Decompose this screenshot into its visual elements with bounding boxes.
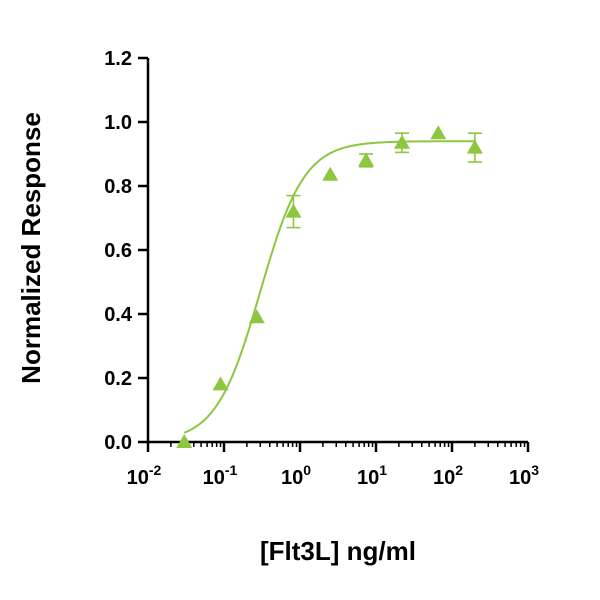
data-point bbox=[285, 203, 302, 218]
data-point bbox=[176, 434, 193, 448]
x-tick-label: 102 bbox=[433, 462, 463, 489]
x-tick-label: 10-2 bbox=[127, 462, 162, 489]
y-tick-label: 1.0 bbox=[104, 112, 132, 134]
y-axis-title: Normalized Response bbox=[16, 112, 46, 384]
fit-curve bbox=[183, 140, 475, 434]
y-tick-label: 0.8 bbox=[104, 176, 132, 198]
y-tick-label: 0.6 bbox=[104, 240, 132, 262]
x-axis-ticks: 10-2 10-1 100 101 102 103 bbox=[127, 442, 539, 489]
data-point bbox=[358, 152, 375, 167]
x-tick-label: 103 bbox=[509, 462, 539, 489]
data-point bbox=[466, 139, 483, 154]
x-axis-title: [Flt3L] ng/ml bbox=[260, 536, 416, 566]
data-point bbox=[322, 166, 339, 181]
data-point bbox=[394, 134, 411, 149]
data-point bbox=[248, 309, 265, 324]
axes bbox=[146, 58, 528, 444]
y-tick-label: 0.2 bbox=[104, 368, 132, 390]
data-points bbox=[176, 125, 483, 448]
data-point bbox=[430, 125, 447, 140]
y-tick-label: 0.0 bbox=[104, 432, 132, 454]
x-tick-label: 100 bbox=[281, 462, 311, 489]
y-axis-ticks: 0.0 0.2 0.4 0.6 0.8 1.0 1.2 bbox=[104, 48, 148, 454]
data-point bbox=[212, 376, 229, 391]
y-tick-label: 1.2 bbox=[104, 48, 132, 70]
y-tick-label: 0.4 bbox=[104, 304, 133, 326]
x-tick-label: 101 bbox=[357, 462, 387, 489]
x-tick-label: 10-1 bbox=[203, 462, 238, 489]
